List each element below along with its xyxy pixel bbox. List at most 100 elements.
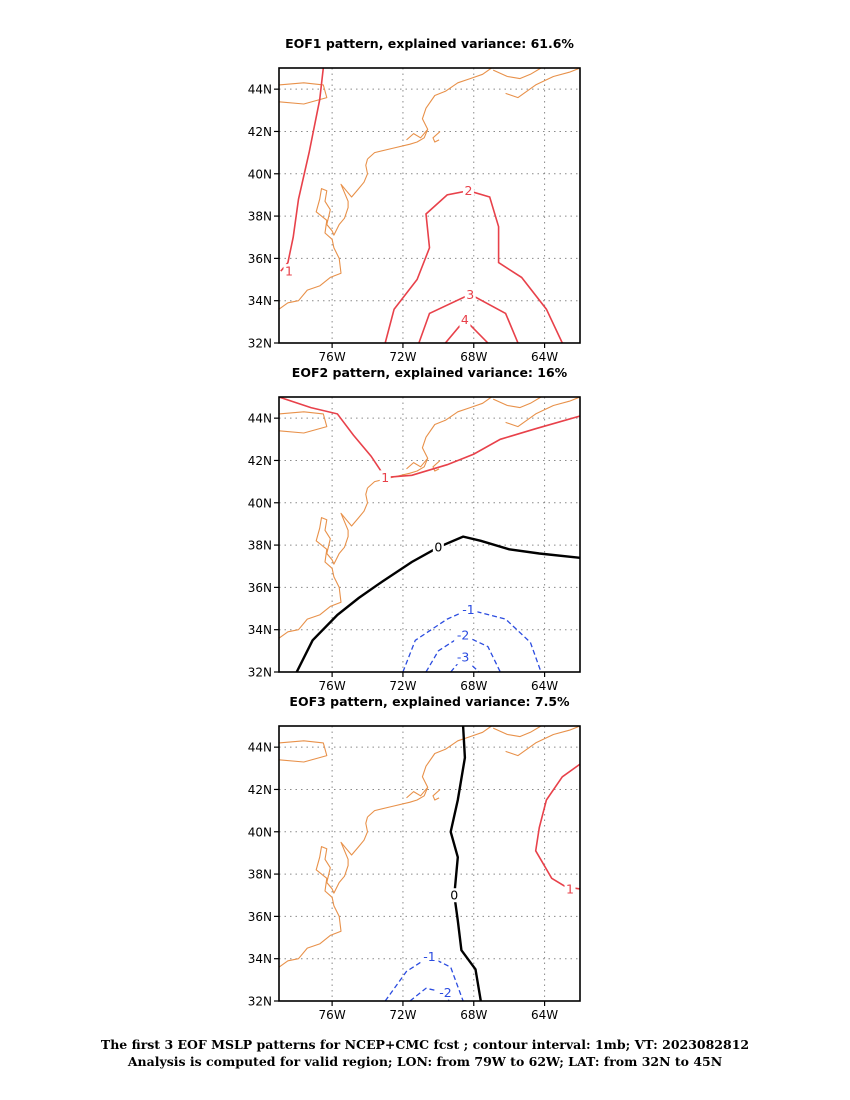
map-frame bbox=[278, 67, 581, 344]
coastline bbox=[505, 68, 580, 99]
map-area: 1 0 -1 -2 -3 bbox=[279, 397, 580, 672]
contour-label: 3 bbox=[466, 287, 474, 302]
coastline bbox=[492, 397, 542, 409]
coastline bbox=[279, 740, 328, 763]
coastline bbox=[492, 726, 542, 738]
y-tick-label: 34N bbox=[248, 623, 272, 637]
contour-label: -1 bbox=[462, 602, 474, 617]
contour-line-1 bbox=[280, 68, 325, 272]
coastline bbox=[279, 411, 328, 434]
contour-label: 2 bbox=[464, 183, 472, 198]
coastline bbox=[505, 726, 580, 757]
y-tick-label: 42N bbox=[248, 783, 272, 797]
coastline bbox=[367, 726, 492, 818]
coastline bbox=[505, 397, 580, 428]
coastline bbox=[279, 816, 369, 968]
contour-label-bg bbox=[462, 183, 474, 198]
contour-label-bg bbox=[379, 470, 391, 485]
x-tick-label: 72W bbox=[389, 350, 416, 364]
y-tick-label: 42N bbox=[248, 454, 272, 468]
contour-label-bg bbox=[454, 650, 473, 665]
contour-label-bg bbox=[283, 264, 295, 279]
caption-line-2: Analysis is computed for valid region; L… bbox=[127, 1054, 723, 1069]
coastline bbox=[279, 487, 369, 639]
eof3-panel: EOF3 pattern, explained variance: 7.5% 1 0… bbox=[248, 694, 581, 1022]
contour-label-bg bbox=[420, 949, 439, 964]
y-tick-label: 44N bbox=[248, 412, 272, 426]
contour-label: -2 bbox=[457, 627, 469, 642]
coastline bbox=[432, 131, 441, 143]
contour-line-neg2 bbox=[425, 634, 501, 672]
coastline bbox=[279, 82, 328, 105]
panel-title: EOF2 pattern, explained variance: 16% bbox=[292, 365, 568, 380]
eof2-panel: EOF2 pattern, explained variance: 16% 1 0 -… bbox=[248, 365, 581, 693]
y-tick-label: 38N bbox=[248, 868, 272, 882]
coastline bbox=[367, 68, 492, 160]
x-tick-label: 72W bbox=[389, 679, 416, 693]
y-tick-label: 40N bbox=[248, 496, 272, 510]
y-tick-label: 32N bbox=[248, 666, 272, 680]
panel-title: EOF1 pattern, explained variance: 61.6% bbox=[285, 36, 574, 51]
x-tick-label: 76W bbox=[319, 1008, 346, 1022]
contour-label: -3 bbox=[457, 650, 469, 665]
y-tick-label: 44N bbox=[248, 83, 272, 97]
contour-line-0 bbox=[295, 535, 580, 672]
x-tick-label: 64W bbox=[531, 1008, 558, 1022]
x-tick-label: 68W bbox=[460, 350, 487, 364]
contour-label-bg bbox=[432, 540, 444, 555]
y-tick-label: 42N bbox=[248, 125, 272, 139]
y-tick-label: 44N bbox=[248, 741, 272, 755]
coastline bbox=[406, 128, 429, 141]
contour-label-bg bbox=[436, 985, 455, 1000]
contour-label-bg bbox=[564, 881, 576, 896]
caption-line-1: The first 3 EOF MSLP patterns for NCEP+C… bbox=[100, 1037, 750, 1052]
coastline bbox=[406, 786, 429, 799]
coastline bbox=[406, 457, 429, 470]
coastline bbox=[279, 158, 369, 310]
y-tick-label: 34N bbox=[248, 952, 272, 966]
contour-label: 4 bbox=[461, 312, 469, 327]
contour-label-bg bbox=[464, 287, 476, 302]
contour-line-0 bbox=[449, 726, 482, 1001]
x-tick-label: 68W bbox=[460, 1008, 487, 1022]
contour-label-bg bbox=[448, 888, 460, 903]
eof1-panel: EOF1 pattern, explained variance: 61.6% 1… bbox=[248, 36, 581, 364]
contour-label-bg bbox=[454, 627, 473, 642]
x-tick-label: 72W bbox=[389, 1008, 416, 1022]
y-tick-label: 34N bbox=[248, 294, 272, 308]
contour-line-neg1 bbox=[402, 608, 542, 672]
map-area: 1 0 -1 -2 bbox=[279, 726, 580, 1001]
y-tick-label: 32N bbox=[248, 995, 272, 1009]
y-tick-label: 40N bbox=[248, 167, 272, 181]
x-tick-label: 68W bbox=[460, 679, 487, 693]
contour-label: 0 bbox=[450, 888, 458, 903]
x-tick-label: 76W bbox=[319, 679, 346, 693]
y-tick-label: 36N bbox=[248, 910, 272, 924]
x-tick-label: 64W bbox=[531, 350, 558, 364]
contour-label-bg bbox=[459, 602, 478, 617]
map-frame bbox=[278, 725, 581, 1002]
contour-line-1 bbox=[279, 397, 580, 479]
y-tick-label: 38N bbox=[248, 539, 272, 553]
coastline bbox=[492, 68, 542, 80]
y-tick-label: 38N bbox=[248, 210, 272, 224]
x-tick-label: 64W bbox=[531, 679, 558, 693]
contour-label: -1 bbox=[423, 949, 435, 964]
contour-label: 1 bbox=[566, 881, 574, 896]
map-frame bbox=[278, 396, 581, 673]
coastline bbox=[432, 789, 441, 801]
x-tick-label: 76W bbox=[319, 350, 346, 364]
contour-label: 1 bbox=[381, 470, 389, 485]
contour-line-neg1 bbox=[384, 955, 464, 1001]
y-tick-label: 36N bbox=[248, 252, 272, 266]
y-tick-label: 32N bbox=[248, 337, 272, 351]
contour-label: 1 bbox=[285, 264, 293, 279]
y-tick-label: 36N bbox=[248, 581, 272, 595]
y-tick-label: 40N bbox=[248, 825, 272, 839]
contour-label-bg bbox=[459, 312, 471, 327]
map-area: 1 2 3 4 bbox=[279, 68, 580, 343]
contour-line-1 bbox=[534, 763, 580, 890]
panel-title: EOF3 pattern, explained variance: 7.5% bbox=[289, 694, 570, 709]
contour-label: 0 bbox=[434, 540, 442, 555]
